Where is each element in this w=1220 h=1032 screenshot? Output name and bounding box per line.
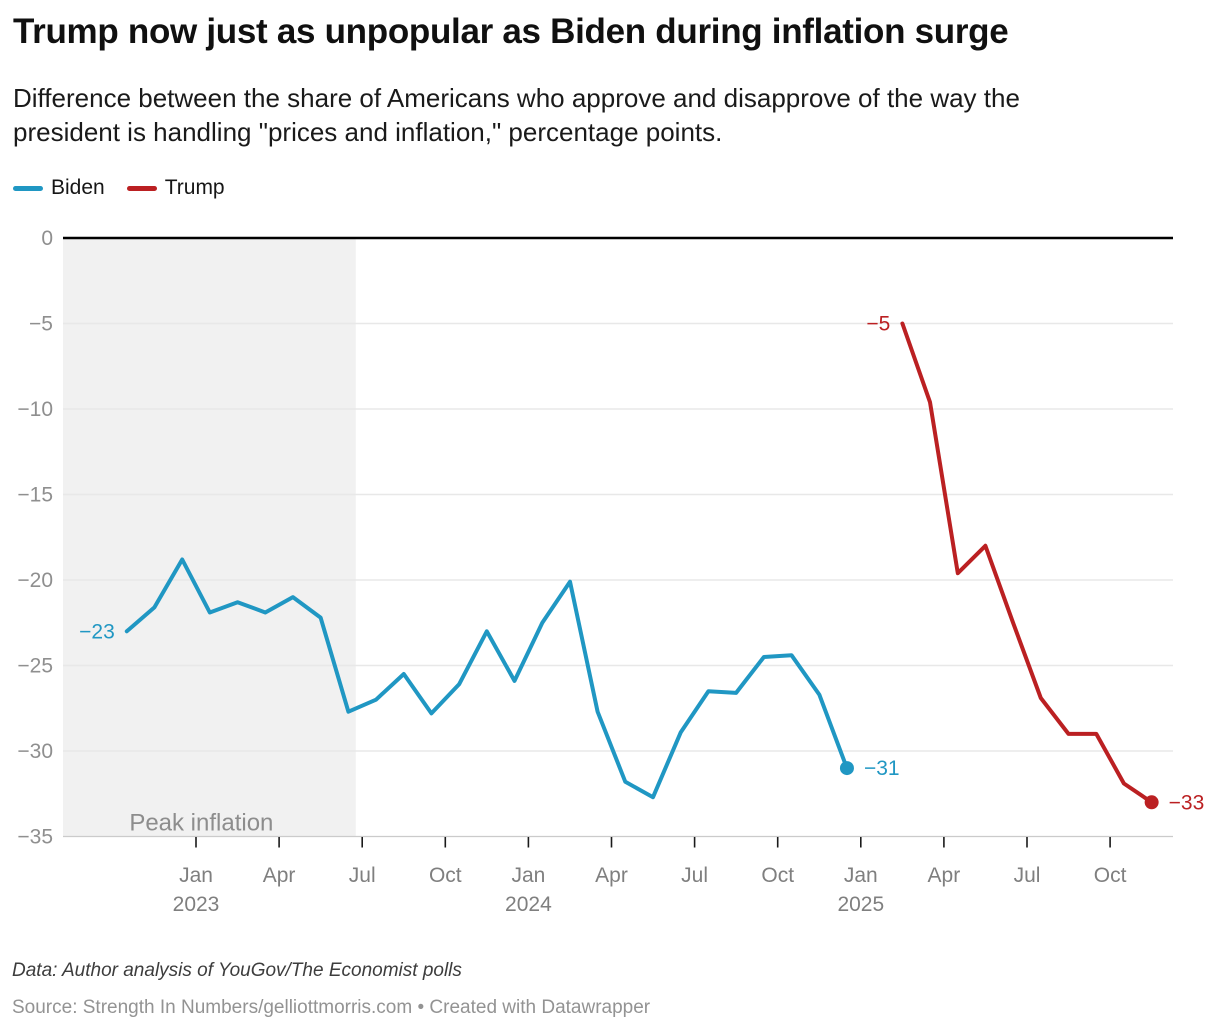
x-tick-label: Jul: [1014, 864, 1041, 887]
x-tick-year-label: 2024: [505, 893, 552, 916]
y-tick-label: −5: [29, 313, 53, 336]
legend-item-biden: Biden: [13, 176, 105, 200]
x-tick-label: Jan: [844, 864, 878, 887]
value-label-biden-end: −31: [864, 757, 900, 780]
chart-subtitle-line-1: Difference between the share of American…: [13, 83, 1020, 113]
legend-swatch-biden: [13, 185, 43, 191]
x-tick-label: Jan: [179, 864, 213, 887]
value-label-trump-end: −33: [1169, 791, 1205, 814]
x-tick-label: Jan: [511, 864, 545, 887]
series-line-trump: [900, 321, 1154, 805]
legend-label-biden: Biden: [51, 176, 105, 199]
y-tick-label: 0: [41, 227, 53, 250]
x-tick-label: Oct: [761, 864, 794, 887]
chart-title: Trump now just as unpopular as Biden dur…: [13, 12, 1009, 51]
legend-swatch-trump: [126, 185, 157, 191]
value-label-trump-start: −5: [866, 313, 890, 336]
y-tick-label: −10: [17, 398, 53, 421]
y-tick-label: −20: [17, 569, 53, 592]
chart-subtitle-line-2: president is handling "prices and inflat…: [13, 117, 723, 147]
y-tick-label: −25: [17, 655, 53, 678]
x-tick-label: Oct: [1094, 864, 1127, 887]
y-tick-label: −35: [17, 826, 53, 849]
footnote-data: Data: Author analysis of YouGov/The Econ…: [12, 960, 462, 981]
legend-label-trump: Trump: [164, 176, 225, 199]
chart-subtitle: Difference between the share of American…: [13, 81, 1020, 149]
x-tick-year-label: 2023: [173, 893, 220, 916]
x-tick-label: Jul: [681, 864, 708, 887]
y-tick-label: −30: [17, 740, 53, 763]
peak-inflation-region: [63, 239, 356, 837]
y-tick-label: −15: [17, 484, 53, 507]
series-line-biden: [124, 557, 849, 800]
x-tick-year-label: 2025: [837, 893, 884, 916]
legend: Biden Trump: [13, 176, 225, 200]
x-tick-label: Oct: [429, 864, 462, 887]
x-tick-label: Apr: [595, 864, 628, 887]
footnote-source: Source: Strength In Numbers/gelliottmorr…: [12, 997, 651, 1018]
legend-item-trump: Trump: [126, 176, 225, 200]
x-tick-label: Jul: [349, 864, 376, 887]
x-tick-label: Apr: [263, 864, 296, 887]
end-dot-biden: [839, 761, 854, 776]
x-tick-label: Apr: [928, 864, 961, 887]
value-label-biden-start: −23: [79, 620, 115, 643]
peak-inflation-label: Peak inflation: [129, 810, 273, 837]
end-dot-trump: [1144, 795, 1159, 810]
